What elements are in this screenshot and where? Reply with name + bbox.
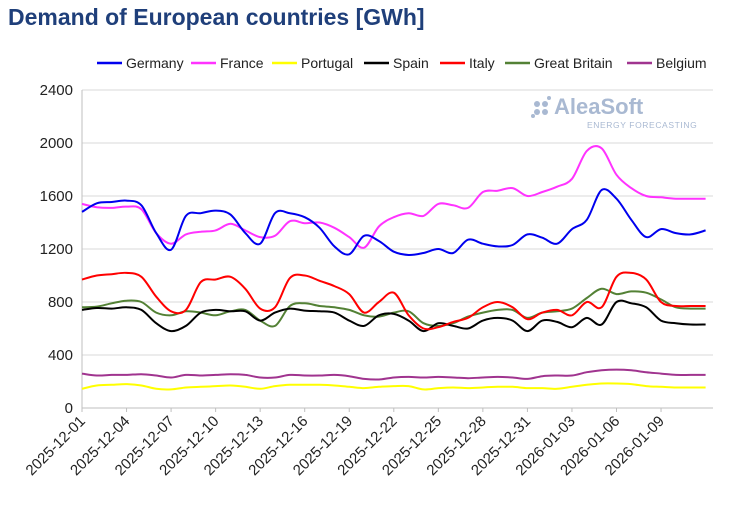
series-line-great-britain — [81, 287, 706, 328]
legend-label-france: France — [220, 55, 264, 71]
series-line-belgium — [81, 368, 706, 381]
series-line-portugal — [81, 382, 706, 391]
y-tick-label: 1200 — [40, 241, 73, 258]
aleasoft-logo-icon — [531, 96, 551, 118]
legend-label-portugal: Portugal — [301, 55, 353, 71]
logo-dot — [547, 96, 551, 100]
legend-label-spain: Spain — [393, 55, 429, 71]
watermark-brand: AleaSoft — [554, 94, 644, 119]
logo-dot — [534, 101, 540, 107]
series-line-italy — [81, 271, 706, 331]
series-line-france — [81, 145, 706, 249]
logo-dot — [542, 109, 548, 115]
axes: 040080012001600200024002025-12-012025-12… — [23, 82, 713, 479]
legend-label-great-britain: Great Britain — [534, 55, 613, 71]
logo-dot — [534, 109, 540, 115]
y-tick-label: 2400 — [40, 82, 73, 99]
series-line-germany — [81, 188, 706, 257]
aleasoft-watermark: AleaSoft ENERGY FORECASTING — [531, 94, 697, 130]
legend-label-belgium: Belgium — [656, 55, 707, 71]
legend: Germany France Portugal Spain Italy Great Bri… — [97, 55, 707, 71]
chart-title: Demand of European countries [GWh] — [8, 4, 425, 30]
legend-label-italy: Italy — [469, 55, 495, 71]
y-tick-label: 2000 — [40, 135, 73, 152]
legend-label-germany: Germany — [126, 55, 184, 71]
series-group — [81, 145, 706, 391]
logo-dot — [531, 114, 535, 118]
series-line-spain — [81, 299, 706, 333]
logo-dot — [542, 101, 548, 107]
y-tick-label: 400 — [48, 347, 73, 364]
watermark-tagline: ENERGY FORECASTING — [587, 120, 697, 130]
y-tick-label: 0 — [65, 400, 73, 417]
gridlines — [82, 89, 713, 409]
y-tick-label: 1600 — [40, 188, 73, 205]
y-tick-label: 800 — [48, 294, 73, 311]
